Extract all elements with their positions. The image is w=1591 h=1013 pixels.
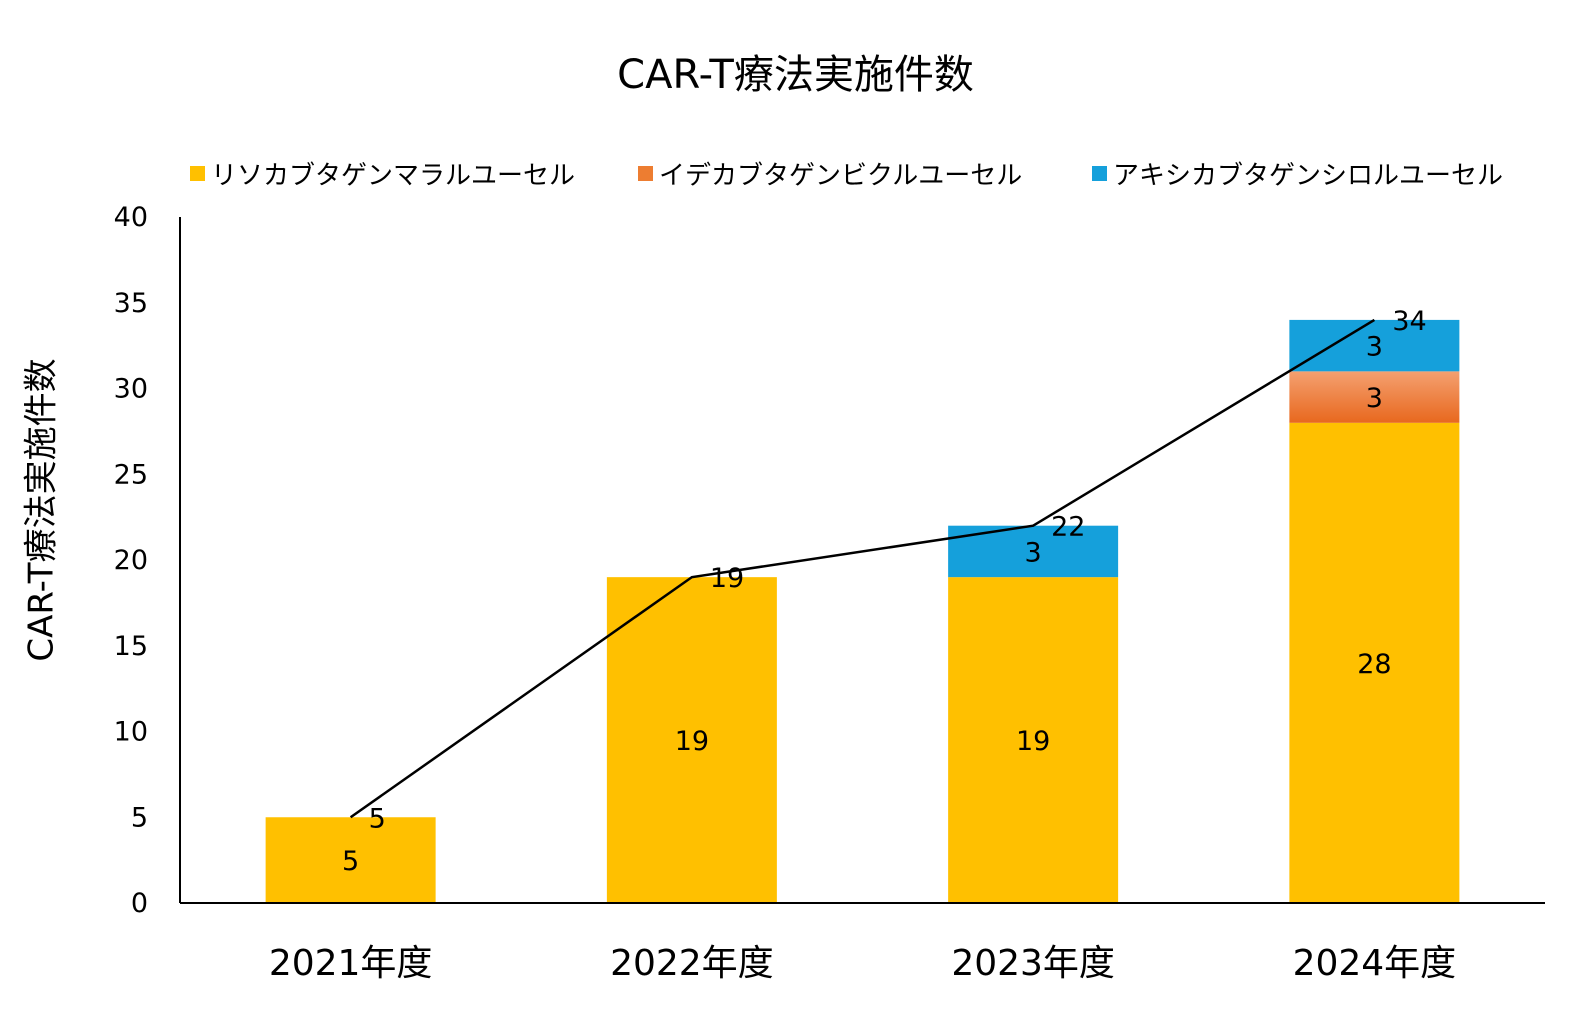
bar-series1-cat3 [1289,371,1460,423]
legend-item-lisocabtagene: リソカブタゲンマラルユーセル [190,155,575,192]
bar-series0-cat2 [948,577,1119,903]
y-tick-label-0: 0 [131,888,148,919]
bar-series0-cat1 [606,577,777,903]
data-label-series0-cat3: 28 [1357,649,1391,680]
y-tick-label-5: 5 [131,802,148,833]
legend-label-lisocabtagene: リソカブタゲンマラルユーセル [211,161,576,191]
totals-line [349,318,1376,819]
legend-item-axicabtagene: アキシカブタゲンシロルユーセル [1092,155,1503,192]
legend-label-axicabtagene: アキシカブタゲンシロルユーセル [1113,161,1504,191]
legend-item-idecabtagene: イデカブタゲンビクルユーセル [638,155,1022,192]
data-label-series2-cat2: 3 [1025,537,1042,568]
total-label-cat3: 34 [1392,306,1426,337]
legend-label-idecabtagene: イデカブタゲンビクルユーセル [659,161,1023,191]
data-label-series0-cat2: 19 [1016,726,1050,757]
x-tick-label-0: 2021年度 [269,943,433,984]
y-tick-label-35: 35 [114,288,148,319]
y-tick-label-30: 30 [114,374,148,405]
legend-swatch-axicabtagene [1092,166,1107,181]
data-label-series0-cat0: 5 [342,846,359,877]
bar-series0-cat0 [265,817,436,903]
chart-legend: リソカブタゲンマラルユーセル イデカブタゲンビクルユーセル アキシカブタゲンシロ… [0,155,1591,192]
y-tick-label-15: 15 [114,631,148,662]
total-label-cat1: 19 [710,563,744,594]
x-tick-label-3: 2024年度 [1293,943,1457,984]
bar-series2-cat3 [1289,319,1460,372]
y-tick-label-40: 40 [114,202,148,233]
data-label-series0-cat1: 19 [675,726,709,757]
total-label-cat0: 5 [369,803,386,834]
y-tick-label-20: 20 [114,545,148,576]
chart-title: CAR-T療法実施件数 [617,52,974,98]
y-tick-label-25: 25 [114,459,148,490]
legend-swatch-lisocabtagene [190,166,205,181]
total-label-cat2: 22 [1051,512,1085,543]
data-label-series2-cat3: 3 [1366,332,1383,363]
y-tick-label-10: 10 [114,717,148,748]
bar-series0-cat3 [1289,422,1460,903]
legend-swatch-idecabtagene [638,166,653,181]
x-tick-label-1: 2022年度 [610,943,774,984]
x-tick-label-2: 2023年度 [951,943,1115,984]
data-label-series1-cat3: 3 [1366,383,1383,414]
